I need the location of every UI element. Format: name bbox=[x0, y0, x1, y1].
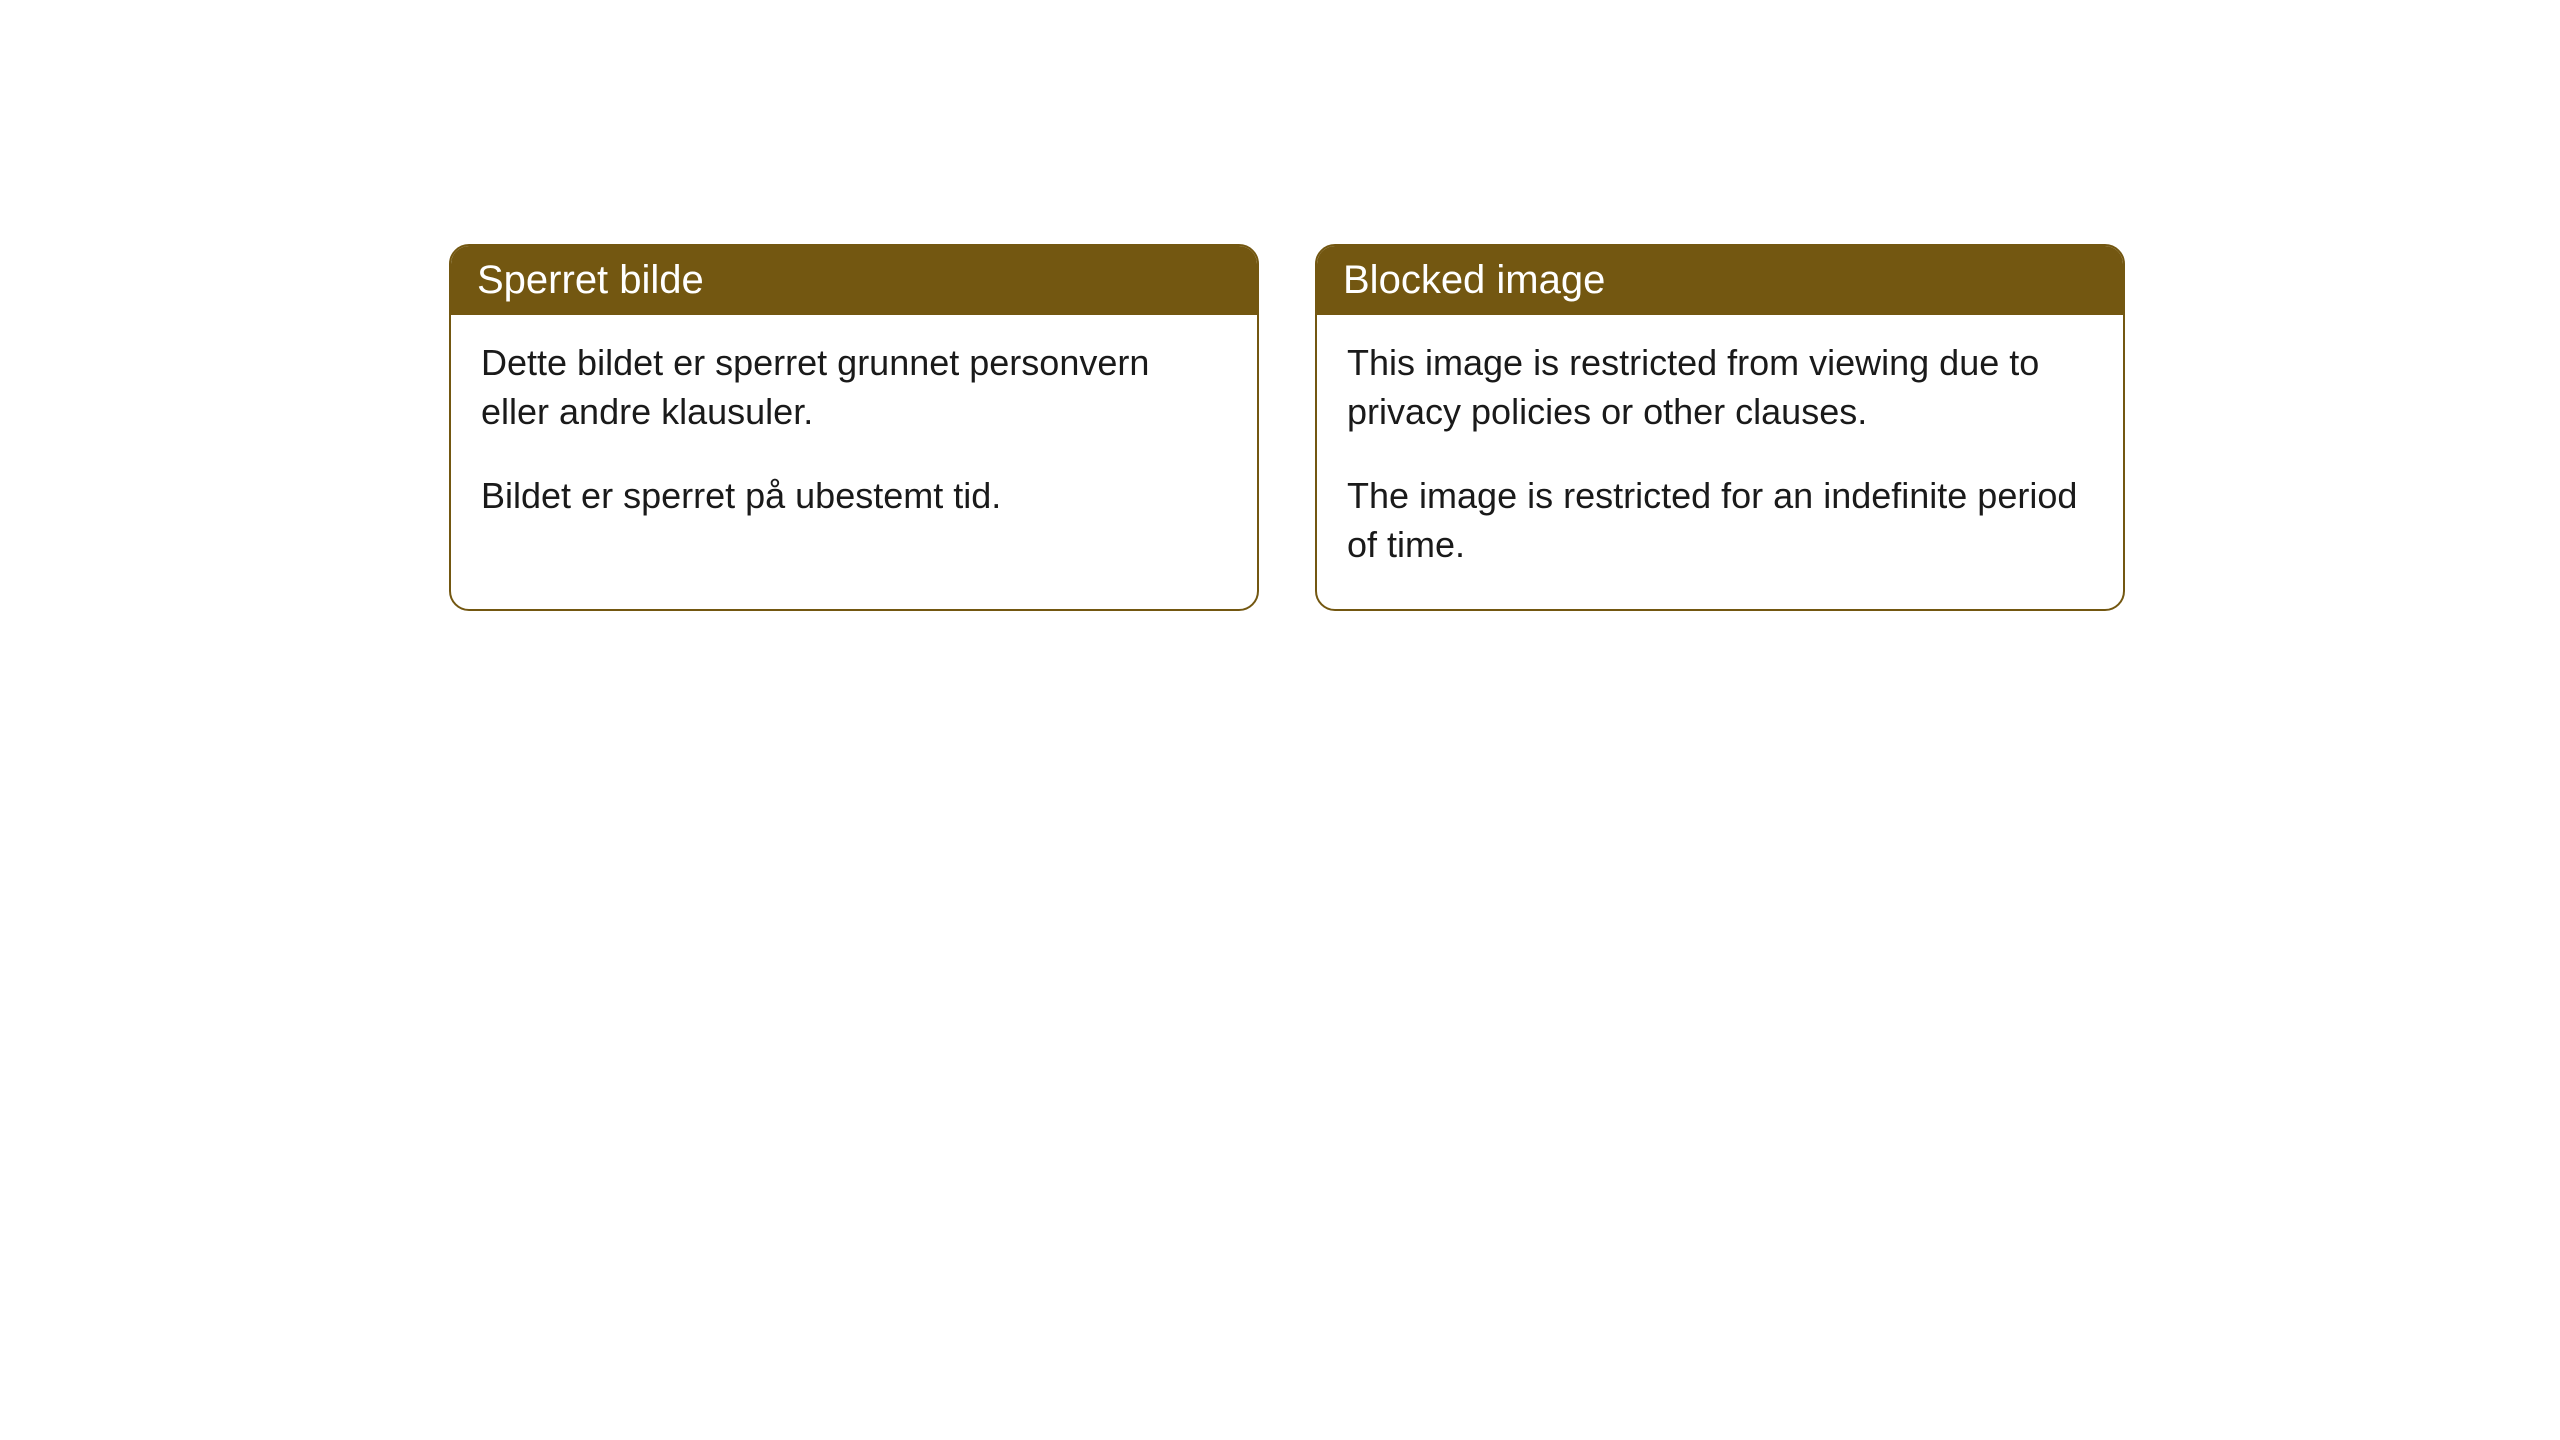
blocked-image-card-norwegian: Sperret bilde Dette bildet er sperret gr… bbox=[449, 244, 1259, 611]
card-header-english: Blocked image bbox=[1317, 246, 2123, 315]
card-paragraph-1-english: This image is restricted from viewing du… bbox=[1347, 339, 2093, 436]
card-body-norwegian: Dette bildet er sperret grunnet personve… bbox=[451, 315, 1257, 561]
blocked-image-card-english: Blocked image This image is restricted f… bbox=[1315, 244, 2125, 611]
card-paragraph-2-english: The image is restricted for an indefinit… bbox=[1347, 472, 2093, 569]
card-paragraph-2-norwegian: Bildet er sperret på ubestemt tid. bbox=[481, 472, 1227, 521]
card-header-norwegian: Sperret bilde bbox=[451, 246, 1257, 315]
card-body-english: This image is restricted from viewing du… bbox=[1317, 315, 2123, 609]
card-paragraph-1-norwegian: Dette bildet er sperret grunnet personve… bbox=[481, 339, 1227, 436]
card-title-english: Blocked image bbox=[1343, 258, 1605, 302]
card-title-norwegian: Sperret bilde bbox=[477, 258, 704, 302]
notice-cards-container: Sperret bilde Dette bildet er sperret gr… bbox=[0, 0, 2560, 611]
